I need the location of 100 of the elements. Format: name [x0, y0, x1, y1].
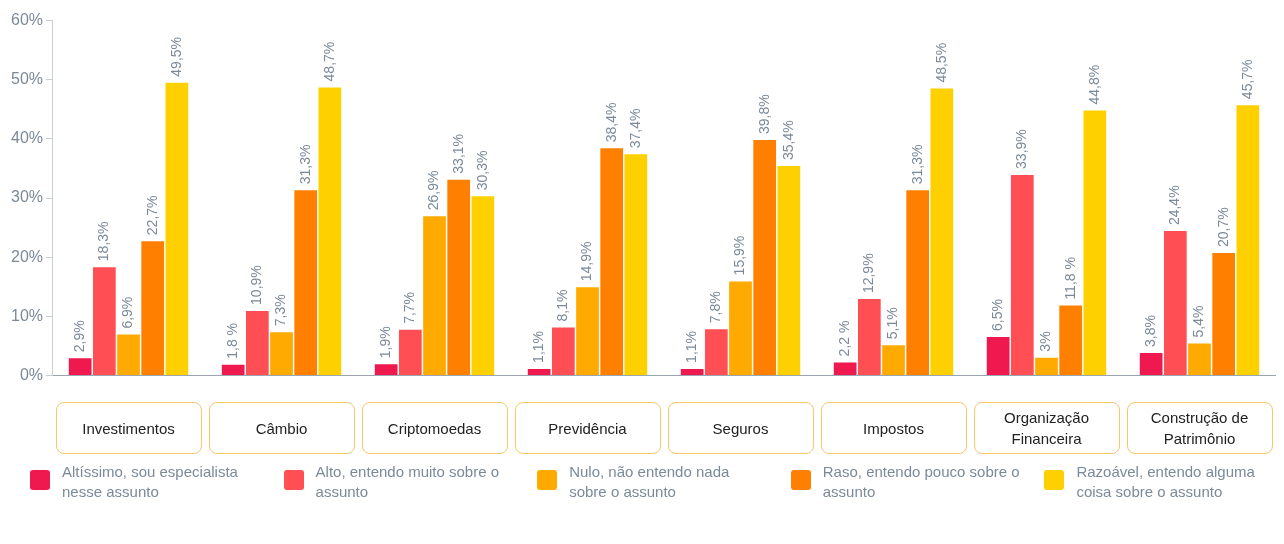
bar	[1163, 231, 1187, 375]
data-label: 49,5%	[167, 36, 184, 77]
data-label: 31,3%	[908, 144, 925, 185]
data-label: 7,7%	[401, 291, 418, 324]
y-tick-label: 0%	[19, 365, 44, 383]
data-label: 1,1%	[530, 330, 547, 363]
legend-label: Alto, entendo muito sobre o assunto	[315, 462, 501, 502]
data-label: 5,4%	[1190, 305, 1207, 338]
data-label: 35,4%	[779, 120, 796, 161]
data-label: 24,4%	[1166, 185, 1183, 226]
data-label: 39,8%	[755, 94, 772, 135]
data-label: 7,3%	[272, 294, 289, 327]
data-label: 6,9%	[119, 296, 136, 329]
y-tick-label: 60%	[10, 11, 44, 29]
data-label: 30,3%	[473, 150, 490, 191]
legend-label: Nulo, não entendo nada sobre o assunto	[569, 462, 731, 502]
bar	[930, 88, 954, 375]
data-label: 11,8 %	[1061, 257, 1078, 300]
bar	[704, 329, 728, 375]
data-label: 8,1%	[554, 289, 571, 322]
data-label: 44,8%	[1085, 64, 1102, 105]
x-tick-label: Seguros	[667, 402, 814, 454]
bar	[221, 364, 245, 375]
data-label: 1,8 %	[224, 322, 241, 359]
bar	[1188, 343, 1211, 375]
data-label: 2,9%	[71, 320, 88, 353]
bar	[1139, 352, 1163, 375]
x-tick-label: Criptomoedas	[361, 402, 508, 454]
data-label: 5,1%	[884, 307, 901, 340]
bar	[1035, 357, 1058, 375]
x-tick-label: Previdência	[514, 402, 661, 454]
legend-label: Raso, entendo pouco sobre o assunto	[822, 462, 1021, 502]
bar	[1059, 305, 1083, 375]
data-label: 26,9%	[425, 170, 442, 211]
data-label: 15,9%	[731, 235, 748, 276]
bar	[245, 310, 269, 375]
bar	[833, 362, 857, 375]
data-label: 3,8%	[1142, 315, 1159, 347]
data-label: 1,1%	[683, 330, 700, 363]
y-tick-label: 30%	[10, 188, 44, 206]
y-tick-label: 10%	[10, 306, 44, 324]
bar	[374, 364, 398, 375]
bar	[777, 166, 801, 375]
bar	[398, 329, 422, 375]
data-label: 10,9%	[248, 265, 265, 305]
bar	[68, 358, 92, 375]
data-label: 37,4%	[626, 108, 643, 149]
bar	[753, 140, 777, 375]
bar	[882, 345, 905, 375]
y-tick-label: 40%	[10, 129, 44, 147]
data-label: 14,9%	[578, 241, 595, 282]
bar	[857, 299, 881, 375]
data-label: 31,3%	[296, 144, 313, 185]
bar	[576, 287, 599, 375]
data-label: 2,2 %	[836, 320, 853, 357]
bar	[270, 332, 293, 375]
data-label: 1,9%	[377, 326, 394, 359]
bar	[471, 196, 495, 375]
data-label: 48,5%	[932, 42, 949, 83]
data-label: 12,9%	[860, 253, 877, 294]
data-label: 48,7%	[320, 41, 337, 82]
bar	[1212, 252, 1236, 375]
bar	[624, 154, 648, 375]
bar	[1236, 105, 1260, 375]
y-tick-label: 20%	[10, 247, 44, 265]
bar	[527, 368, 551, 375]
data-label: 45,7%	[1238, 59, 1255, 100]
data-label: 20,7%	[1214, 207, 1231, 247]
data-label: 33,1%	[449, 133, 466, 174]
x-tick-label: Impostos	[820, 402, 967, 454]
y-tick-label: 50%	[10, 70, 44, 88]
legend-label: Altíssimo, sou especialista nesse assunto	[62, 462, 239, 502]
bar	[551, 327, 575, 375]
data-label: 22,7%	[143, 195, 160, 236]
bar	[1083, 110, 1107, 375]
legend-label: Razoável, entendo alguma coisa sobre o assunto	[1076, 462, 1256, 502]
bar	[92, 267, 116, 375]
x-tick-label: Construção de Patrimônio	[1126, 402, 1273, 454]
bar	[1010, 174, 1034, 375]
bar	[600, 148, 624, 375]
bar	[117, 334, 140, 375]
bar	[141, 241, 165, 375]
bar	[680, 368, 704, 375]
x-tick-label: Investimentos	[55, 402, 202, 454]
bar	[729, 281, 752, 375]
bar	[986, 336, 1010, 375]
data-label: 7,8%	[707, 291, 724, 324]
data-label: 6,5%	[989, 299, 1006, 331]
x-tick-label: Organização Financeira	[973, 402, 1120, 454]
data-label: 33,9%	[1013, 129, 1030, 169]
data-label: 18,3%	[95, 221, 112, 262]
data-label: 3%	[1037, 331, 1054, 352]
bar	[294, 190, 318, 375]
data-label: 38,4%	[602, 102, 619, 143]
x-tick-label: Câmbio	[208, 402, 355, 454]
bar	[165, 82, 189, 375]
bar	[447, 179, 471, 375]
bar	[318, 87, 342, 375]
bar	[423, 216, 446, 375]
bar	[906, 190, 930, 375]
